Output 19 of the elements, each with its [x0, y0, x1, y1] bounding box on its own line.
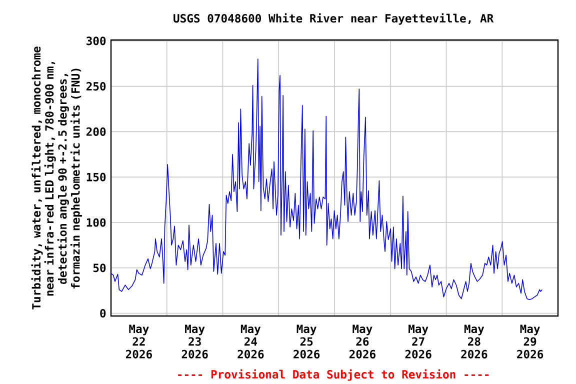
- x-tick-label: May 28 2026: [461, 324, 488, 358]
- y-tick-label: 100: [86, 218, 106, 227]
- x-tick-label: May 25 2026: [294, 324, 320, 358]
- y-tick-label: 250: [86, 82, 106, 91]
- x-tick-label: May 27 2026: [405, 324, 432, 358]
- y-tick-label: 150: [86, 172, 106, 182]
- x-tick-label: May 26 2026: [349, 324, 376, 358]
- x-tick-label: May 24 2026: [238, 324, 264, 358]
- x-tick-label: May 23 2026: [182, 324, 208, 358]
- y-axis-title: Turbidity, water, unfiltered, monochrome near infra-red LED light, 780-900 nm, detection angle 90 +-2.5 degrees, formazin nephelometric units (FNU): [31, 46, 82, 310]
- y-tick-label: 50: [93, 264, 106, 272]
- y-tick-label: 200: [86, 127, 106, 136]
- chart-title: USGS 07048600 White River near Fayetteville, AR: [174, 13, 494, 25]
- text: ---- Provisional Data Subject to Revision ----: [178, 369, 489, 381]
- x-tick-label: May 29 2026: [517, 324, 544, 358]
- y-tick-label: 300: [86, 36, 106, 46]
- y-tick-label: 0: [100, 308, 106, 318]
- line-series: [111, 58, 543, 300]
- x-tick-label: May 22 2026: [126, 324, 152, 358]
